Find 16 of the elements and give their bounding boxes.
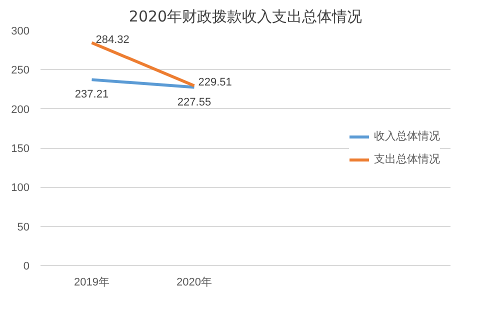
y-tick-label: 0 [23,260,30,272]
data-label: 284.32 [96,34,130,46]
y-tick-label: 200 [11,104,30,116]
legend-label: 支出总体情况 [374,152,440,166]
chart-title: 2020年财政拨款收入支出总体情况 [128,8,362,26]
y-tick-label: 100 [11,182,30,194]
legend-label: 收入总体情况 [374,130,440,144]
y-tick-label: 300 [11,26,30,38]
data-label: 229.51 [198,76,232,89]
y-tick-label: 150 [11,143,30,155]
y-tick-label: 50 [17,221,30,234]
data-label: 227.55 [177,96,212,108]
y-tick-label: 250 [11,64,30,77]
x-tick-label: 2020年 [176,276,212,288]
data-label: 237.21 [74,88,109,101]
x-tick-label: 2019年 [74,276,110,288]
